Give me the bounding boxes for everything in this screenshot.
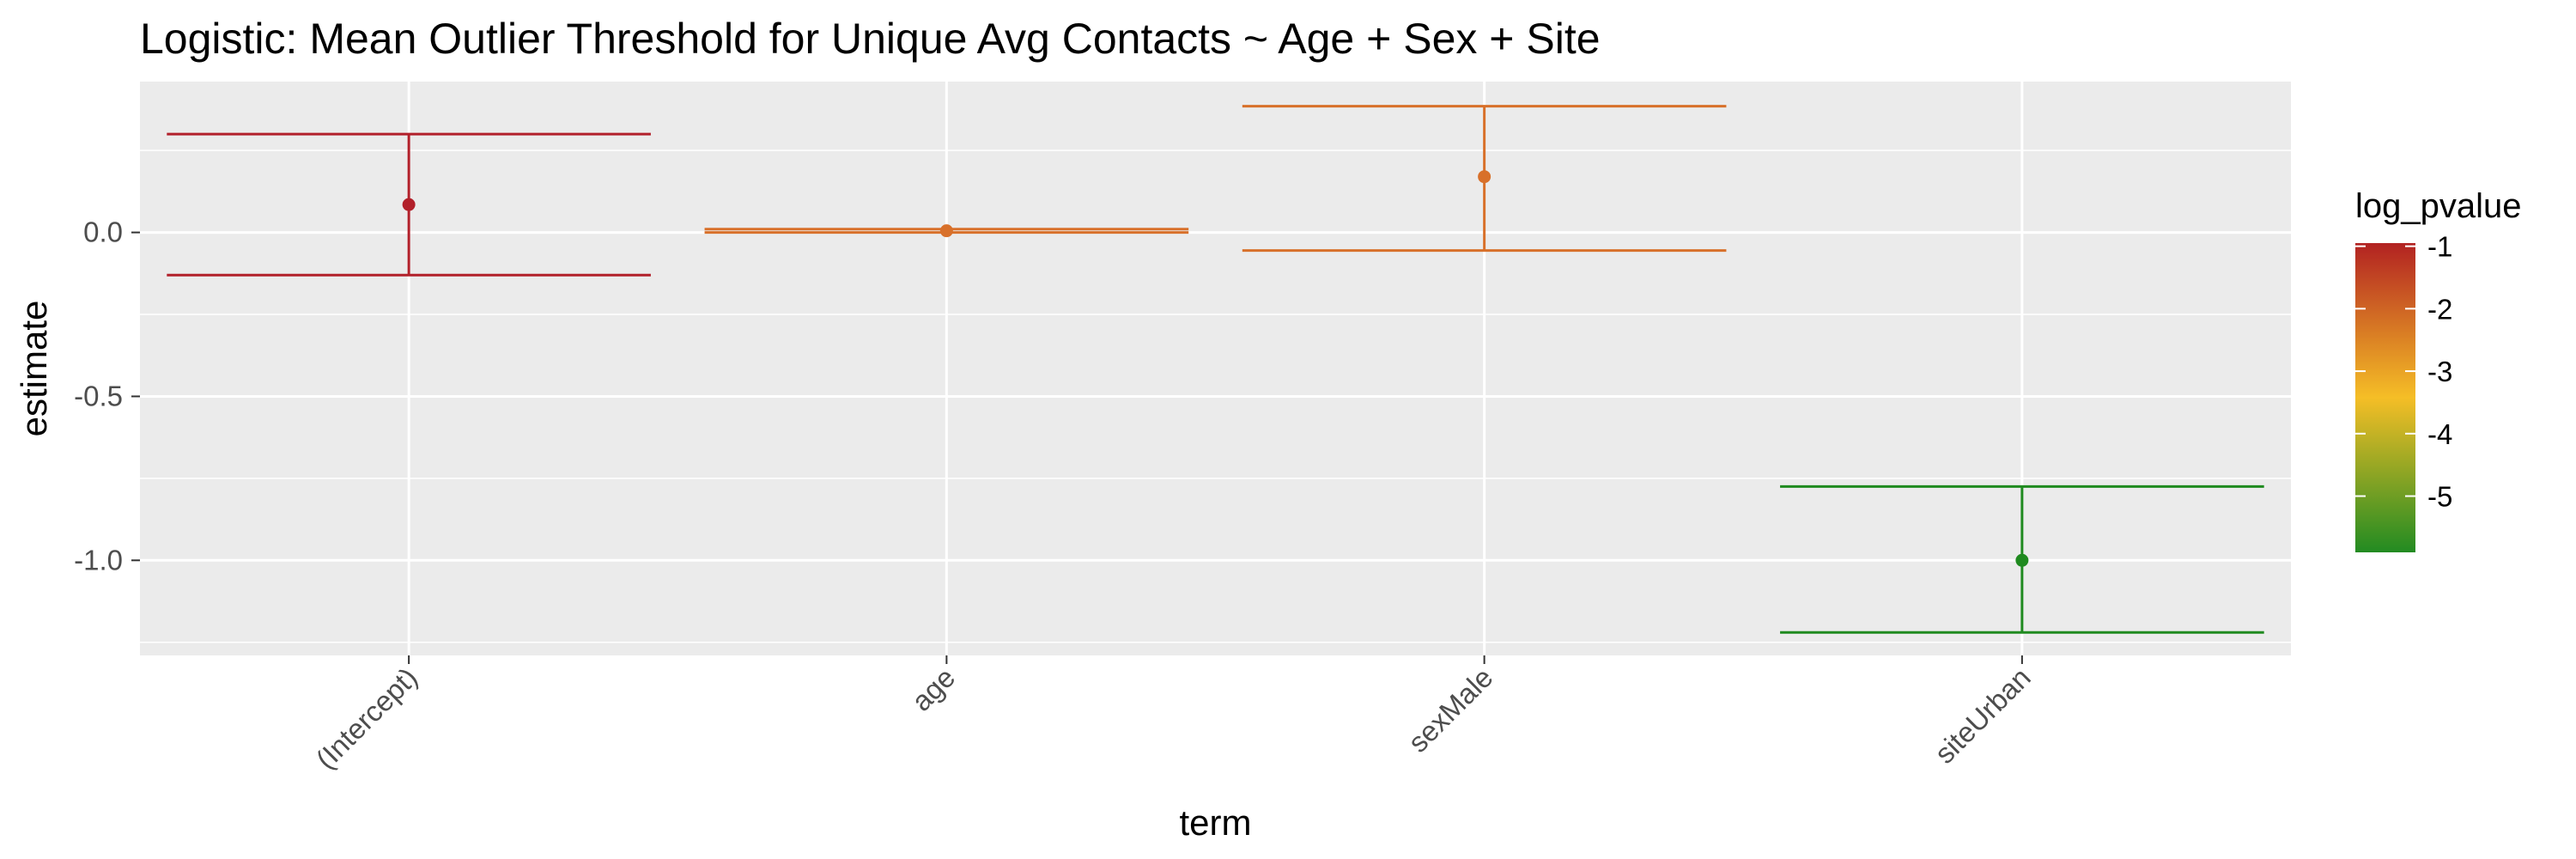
legend-tick-label: -3 — [2427, 356, 2452, 387]
y-tick-label: -0.5 — [74, 380, 123, 411]
legend-colorbar — [2355, 243, 2415, 552]
plot-panel — [140, 82, 2291, 655]
y-tick-label: -1.0 — [74, 544, 123, 576]
legend-tick-label: -4 — [2427, 418, 2452, 450]
estimate-point — [1478, 170, 1492, 184]
errorbar-siteurban — [1780, 484, 2264, 634]
errorbar-sexmale — [1242, 105, 1727, 253]
legend-tick-label: -1 — [2427, 231, 2452, 263]
legend: log_pvalue -1 -2 -3 -4 -5 — [2355, 187, 2522, 552]
legend-title: log_pvalue — [2355, 187, 2522, 225]
grid-lines — [140, 82, 2291, 655]
x-tick-label: age — [905, 661, 961, 717]
errorbar-intercept — [167, 132, 651, 277]
x-tick-label: sexMale — [1402, 661, 1499, 758]
legend-tick-label: -5 — [2427, 481, 2452, 513]
y-axis-title: estimate — [14, 301, 54, 437]
legend-tick-label: -2 — [2427, 293, 2452, 325]
errorbar-age — [704, 224, 1189, 238]
x-tick-label: (Intercept) — [310, 661, 424, 776]
legend-ticks: -1 -2 -3 -4 -5 — [2355, 231, 2452, 513]
estimate-point — [402, 198, 416, 211]
x-tick-label: siteUrban — [1929, 661, 2037, 770]
y-tick-label: 0.0 — [83, 216, 123, 248]
estimate-point — [939, 224, 953, 238]
x-axis-title: term — [1180, 802, 1252, 843]
chart-title: Logistic: Mean Outlier Threshold for Uni… — [140, 15, 1601, 63]
error-bars — [167, 105, 2264, 634]
estimate-point — [2015, 553, 2029, 567]
